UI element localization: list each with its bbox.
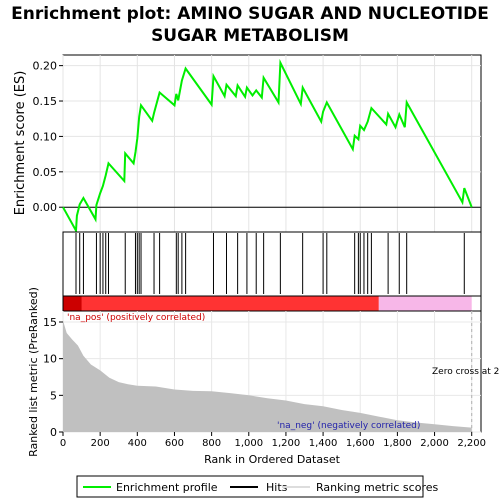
- metric-x-tick-label: 1,800: [383, 438, 412, 449]
- es-y-axis-label: Enrichment score (ES): [13, 71, 28, 216]
- es-y-axis: 0.00 0.05 0.10 0.15 0.20: [33, 60, 63, 214]
- metric-y-axis: 0 5 10 15: [43, 316, 63, 439]
- legend-item-enrichment-profile: Enrichment profile: [83, 481, 218, 494]
- ranking-metric-area: [63, 320, 472, 432]
- legend-label-metric: Ranking metric scores: [316, 481, 438, 494]
- hits-panel-frame: [62, 231, 482, 297]
- band-positive: [63, 296, 379, 311]
- metric-x-axis: 0 200 400 600 800 1,000 1,200 1,400 1,600 1,800 2,…: [60, 432, 486, 449]
- chart-title-line2: SUGAR METABOLISM: [151, 26, 349, 46]
- metric-x-tick-label: 0: [60, 438, 66, 449]
- chart-title-line1: Enrichment plot: AMINO SUGAR AND NUCLEOT…: [11, 4, 489, 24]
- legend-item-hits: Hits: [230, 481, 288, 494]
- pos-correlated-label: 'na_pos' (positively correlated): [67, 313, 205, 323]
- es-grid: [62, 55, 481, 232]
- zero-cross-label: Zero cross at 2: [432, 367, 499, 377]
- metric-x-tick-label: 200: [91, 438, 110, 449]
- metric-x-tick-label: 1,600: [346, 438, 375, 449]
- metric-x-tick-label: 1,400: [309, 438, 338, 449]
- legend-item-ranking-metric: Ranking metric scores: [282, 481, 438, 494]
- es-y-tick-label: 0.00: [33, 201, 58, 214]
- es-y-tick-label: 0.15: [33, 95, 58, 108]
- metric-x-tick-label: 1,200: [272, 438, 301, 449]
- metric-y-tick-label: 15: [43, 316, 57, 329]
- enrichment-profile-line: [62, 58, 473, 235]
- metric-x-tick-label: 1,000: [234, 438, 263, 449]
- legend-label-hits: Hits: [266, 481, 288, 494]
- hits-marks: [75, 233, 465, 294]
- band-positive-strong: [63, 296, 82, 311]
- metric-x-tick-label: 2,200: [457, 438, 486, 449]
- es-y-tick-label: 0.20: [33, 60, 58, 73]
- metric-x-axis-label: Rank in Ordered Dataset: [204, 453, 341, 466]
- metric-y-tick-label: 5: [50, 389, 57, 402]
- neg-correlated-label: 'na_neg' (negatively correlated): [277, 421, 420, 431]
- metric-x-tick-label: 2,000: [420, 438, 449, 449]
- metric-x-tick-label: 800: [202, 438, 221, 449]
- metric-x-tick-label: 600: [165, 438, 184, 449]
- metric-y-axis-label: Ranked list metric (PreRanked): [27, 287, 40, 457]
- metric-y-tick-label: 10: [43, 353, 57, 366]
- metric-y-tick-label: 0: [50, 426, 57, 439]
- es-plot-frame: [62, 54, 482, 233]
- es-y-tick-label: 0.10: [33, 130, 58, 143]
- band-negative: [378, 296, 472, 311]
- metric-x-tick-label: 400: [128, 438, 147, 449]
- es-y-tick-label: 0.05: [33, 166, 58, 179]
- legend-label-es: Enrichment profile: [116, 481, 218, 494]
- correlation-band: [62, 295, 482, 312]
